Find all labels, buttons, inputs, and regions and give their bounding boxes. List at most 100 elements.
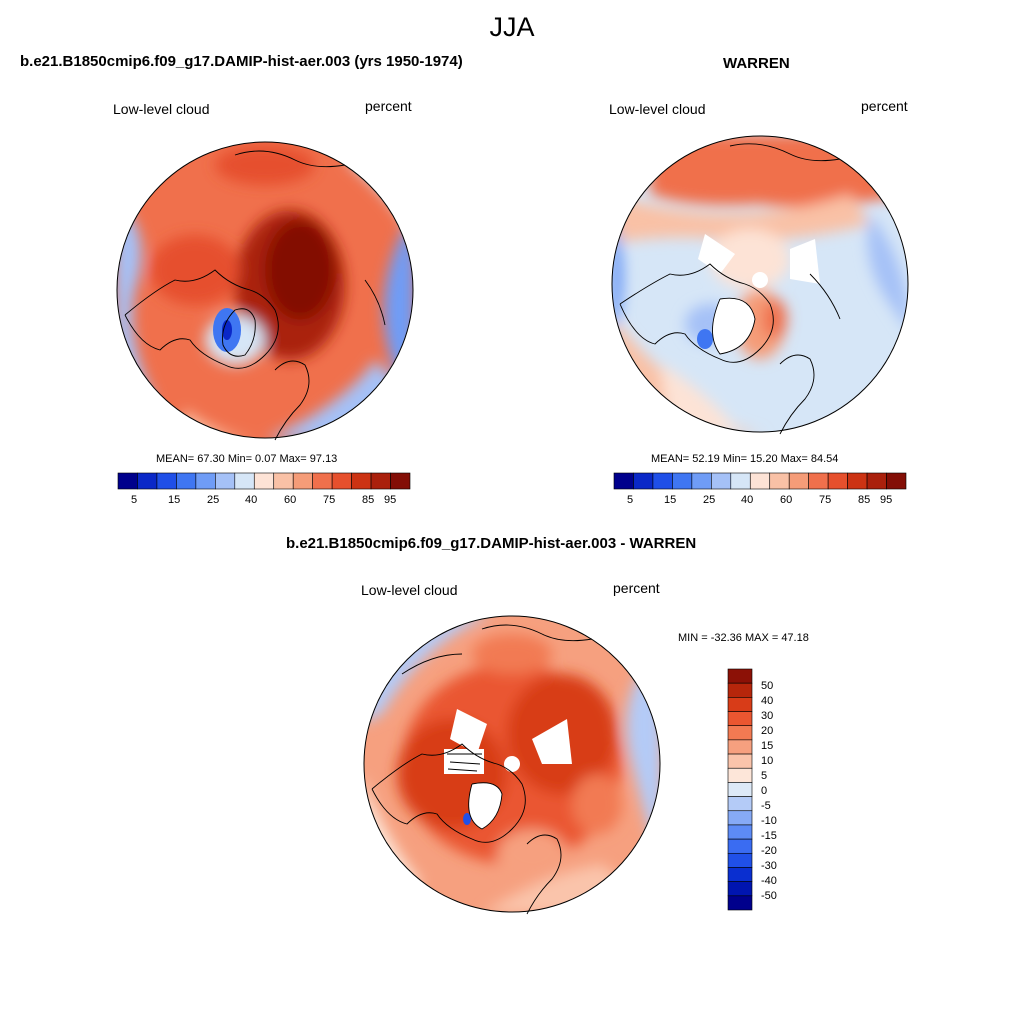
colorbar-swatch	[390, 472, 411, 490]
colorbar-swatch	[727, 838, 753, 854]
colorbar-swatch	[370, 472, 391, 490]
colorbar-tick: 40	[761, 695, 774, 707]
colorbar-swatch	[727, 852, 753, 868]
colorbar-swatch	[727, 697, 753, 712]
colorbar-swatch	[292, 472, 313, 490]
model-polar-map	[116, 141, 414, 441]
colorbar-swatch	[727, 895, 753, 911]
colorbar-swatch	[727, 682, 753, 698]
colorbar-swatch	[769, 472, 790, 490]
colorbar-tick: 25	[207, 494, 220, 506]
colorbar-tick: 5	[627, 494, 634, 506]
colorbar-tick: 15	[761, 740, 774, 752]
colorbar-tick: 85	[858, 494, 871, 506]
colorbar-swatch	[176, 472, 197, 490]
colorbar-tick: 40	[741, 494, 754, 506]
colorbar-tick: -5	[761, 800, 771, 812]
colorbar-tick: 95	[384, 494, 397, 506]
colorbar-tick: 0	[761, 785, 768, 797]
colorbar-tick: 95	[880, 494, 893, 506]
model-left-label: Low-level cloud	[113, 101, 210, 117]
figure-title: JJA	[489, 12, 535, 42]
colorbar-tick: 25	[703, 494, 716, 506]
colorbar-tick: 60	[284, 494, 297, 506]
coastlines	[371, 624, 593, 915]
diff-polar-map	[363, 615, 661, 915]
colorbar-tick: -30	[761, 860, 777, 872]
colorbar-swatch	[847, 472, 868, 490]
colorbar-tick: -50	[761, 890, 777, 902]
colorbar-tick: 75	[819, 494, 832, 506]
colorbar-swatch	[312, 472, 333, 490]
colorbar-tick: 40	[245, 494, 258, 506]
colorbar-swatch	[117, 472, 138, 490]
colorbar-tick: 30	[761, 710, 774, 722]
colorbar-swatch	[253, 472, 275, 490]
colorbar-tick: 15	[664, 494, 677, 506]
model-colorbar	[117, 472, 411, 490]
obs-left-label: Low-level cloud	[609, 101, 706, 117]
colorbar-tick: 20	[761, 725, 774, 737]
colorbar-swatch	[137, 472, 158, 490]
colorbar-tick: 15	[168, 494, 181, 506]
colorbar-swatch	[727, 739, 753, 755]
obs-panel-title: WARREN	[723, 55, 790, 72]
colorbar-swatch	[827, 472, 848, 490]
colorbar-swatch	[788, 472, 809, 490]
colorbar-swatch	[727, 753, 753, 769]
diff-colorbar	[727, 668, 753, 911]
colorbar-swatch	[195, 472, 216, 490]
colorbar-swatch	[727, 668, 753, 684]
colorbar-swatch	[727, 867, 753, 882]
colorbar-swatch	[727, 796, 753, 812]
colorbar-swatch	[730, 472, 751, 490]
colorbar-swatch	[234, 472, 255, 490]
colorbar-tick: 10	[761, 755, 774, 767]
colorbar-swatch	[808, 472, 829, 490]
obs-units-label: percent	[861, 98, 908, 114]
colorbar-swatch	[727, 824, 753, 840]
colorbar-tick: -10	[761, 815, 777, 827]
colorbar-swatch	[672, 472, 693, 490]
obs-colorbar	[613, 472, 907, 490]
colorbar-swatch	[351, 472, 372, 490]
diff-left-label: Low-level cloud	[361, 582, 458, 598]
colorbar-tick: -15	[761, 830, 777, 842]
colorbar-tick: 5	[131, 494, 138, 506]
colorbar-swatch	[727, 810, 753, 826]
colorbar-tick: -20	[761, 845, 777, 857]
colorbar-tick: 50	[761, 680, 774, 692]
colorbar-swatch	[727, 711, 753, 727]
colorbar-swatch	[727, 881, 753, 897]
colorbar-swatch	[727, 782, 753, 797]
colorbar-swatch	[866, 472, 887, 490]
colorbar-tick: 60	[780, 494, 793, 506]
obs-stats: MEAN= 52.19 Min= 15.20 Max= 84.54	[651, 453, 839, 465]
model-panel-title: b.e21.B1850cmip6.f09_g17.DAMIP-hist-aer.…	[20, 53, 463, 70]
colorbar-swatch	[711, 472, 732, 490]
colorbar-tick: 85	[362, 494, 375, 506]
colorbar-swatch	[273, 472, 294, 490]
colorbar-tick: 5	[761, 770, 768, 782]
diff-panel-title: b.e21.B1850cmip6.f09_g17.DAMIP-hist-aer.…	[286, 535, 697, 552]
coastlines	[124, 150, 386, 441]
coastlines	[619, 143, 841, 435]
colorbar-swatch	[691, 472, 712, 490]
colorbar-swatch	[749, 472, 771, 490]
colorbar-swatch	[886, 472, 907, 490]
model-units-label: percent	[365, 98, 412, 114]
obs-polar-map	[611, 135, 909, 435]
colorbar-swatch	[156, 472, 177, 490]
colorbar-swatch	[331, 472, 352, 490]
colorbar-swatch	[613, 472, 634, 490]
colorbar-swatch	[215, 472, 236, 490]
diff-stats: MIN = -32.36 MAX = 47.18	[678, 632, 809, 644]
colorbar-swatch	[652, 472, 673, 490]
colorbar-tick: -40	[761, 875, 777, 887]
model-stats: MEAN= 67.30 Min= 0.07 Max= 97.13	[156, 453, 338, 465]
colorbar-swatch	[727, 725, 753, 741]
colorbar-tick: 75	[323, 494, 336, 506]
diff-units-label: percent	[613, 580, 660, 596]
colorbar-swatch	[633, 472, 654, 490]
colorbar-swatch	[727, 767, 753, 783]
